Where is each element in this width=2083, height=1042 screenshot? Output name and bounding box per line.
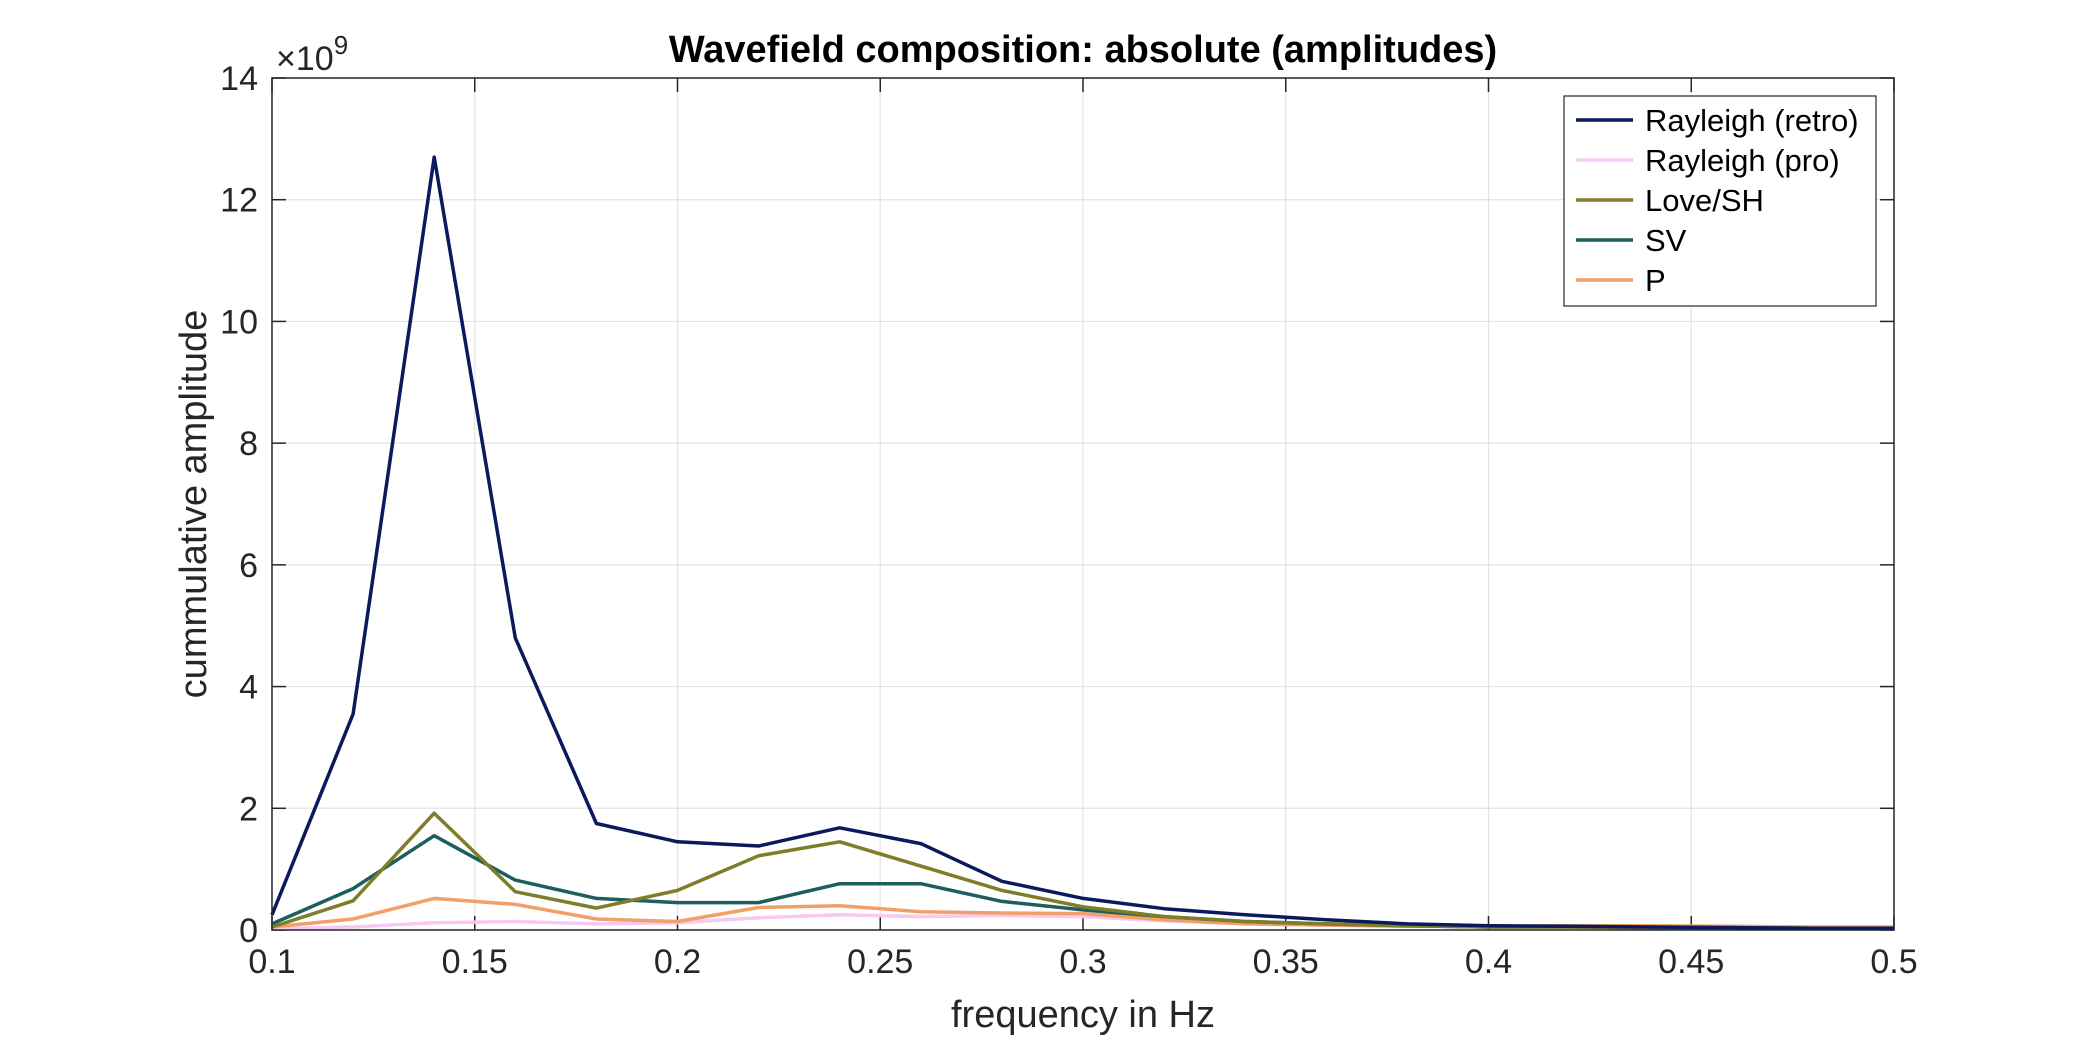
x-tick-label: 0.1: [248, 943, 295, 981]
x-axis-label: frequency in Hz: [951, 994, 1215, 1036]
series-lines: [270, 155, 1894, 931]
legend-label: Rayleigh (retro): [1645, 103, 1859, 138]
y-tick-label: 14: [220, 60, 258, 98]
x-tick-label: 0.5: [1870, 943, 1917, 981]
x-tick-label: 0.3: [1059, 943, 1106, 981]
y-tick-label: 6: [239, 547, 258, 585]
tick-labels: 0.1 0.15 0.2 0.25 0.3 0.35 0.4 0.45 0.5 0 2 4 6 8 10 12…: [220, 60, 1917, 981]
legend: Rayleigh (retro) Rayleigh (pro) Love/SH SV P: [1563, 95, 1877, 307]
x-tick-label: 0.45: [1658, 943, 1724, 981]
y-tick-label: 0: [239, 912, 258, 950]
legend-label: P: [1645, 263, 1666, 298]
y-tick-label: 10: [220, 303, 258, 341]
x-tick-label: 0.15: [442, 943, 508, 981]
x-tick-label: 0.4: [1465, 943, 1512, 981]
y-tick-label: 12: [220, 182, 258, 220]
y-tick-label: 2: [239, 790, 258, 828]
legend-label: Rayleigh (pro): [1645, 143, 1840, 178]
y-tick-label: 4: [239, 669, 258, 707]
x-tick-label: 0.25: [847, 943, 913, 981]
legend-label: Love/SH: [1645, 183, 1764, 218]
x-tick-label: 0.2: [654, 943, 701, 981]
y-exponent-label: ×109: [276, 30, 348, 78]
chart-title: Wavefield composition: absolute (amplitu…: [669, 29, 1497, 71]
series-line-0: [270, 155, 1894, 930]
y-tick-label: 8: [239, 425, 258, 463]
legend-label: SV: [1645, 223, 1687, 258]
y-axis-label: cummulative amplitude: [173, 310, 215, 699]
x-tick-label: 0.35: [1253, 943, 1319, 981]
plot-frame: [271, 77, 1895, 931]
